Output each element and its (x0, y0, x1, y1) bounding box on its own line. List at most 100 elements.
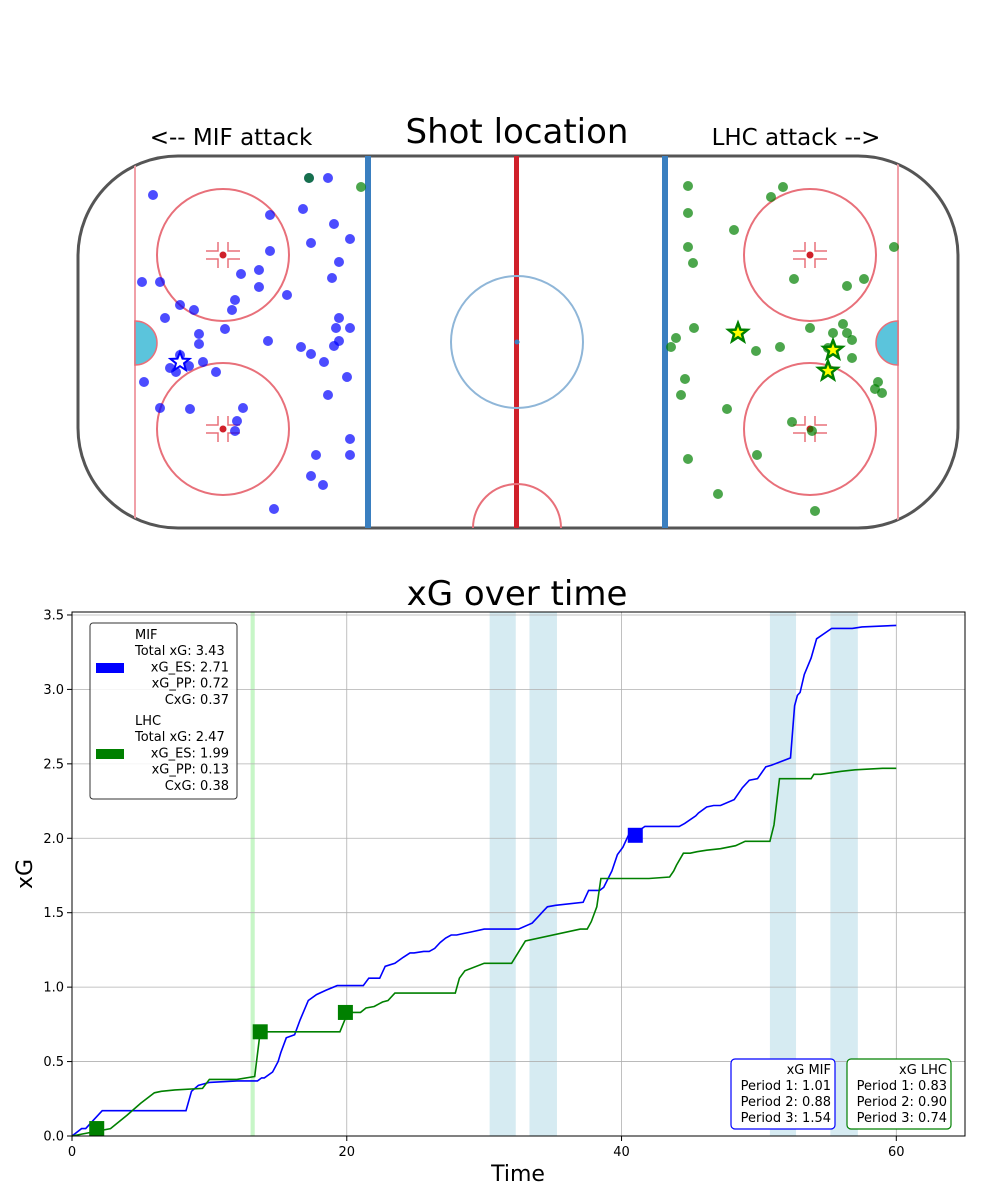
hash-mark (814, 416, 827, 426)
mif-shots (137, 173, 355, 514)
faceoff-circle-left-top (156, 188, 290, 322)
referee-crease (472, 483, 562, 528)
period-box-text: Period 1: 0.83 (857, 1079, 947, 1094)
lhc-goal-star (820, 336, 846, 361)
faceoff-dot (806, 251, 814, 259)
mif-shot (345, 323, 355, 333)
lhc-shot (729, 225, 739, 235)
legend-text: Total xG: 2.47 (134, 730, 225, 745)
lhc-shot (838, 319, 848, 329)
right-blue-line (662, 156, 668, 528)
mif-shot (137, 277, 147, 287)
faceoff-circle-right-bottom (743, 362, 877, 496)
mif-shot (220, 324, 230, 334)
pp-bands (250, 612, 858, 1136)
mif-shot (160, 313, 170, 323)
pp-band (529, 612, 557, 1136)
goal-marker-mif (627, 827, 643, 843)
mif-shot (236, 269, 246, 279)
left-goal-crease (134, 320, 158, 366)
period-box-text: xG LHC (899, 1063, 947, 1078)
mif-shot (306, 349, 316, 359)
hash-mark (206, 432, 219, 442)
mif-shot (345, 234, 355, 244)
pp-band (489, 612, 516, 1136)
pk-band (250, 612, 255, 1136)
lhc-shot (778, 182, 788, 192)
period-box-text: Period 3: 0.74 (857, 1111, 947, 1126)
lhc-shot (689, 323, 699, 333)
mif-shot (329, 341, 339, 351)
lhc-shot (683, 181, 693, 191)
goal-marker-lhc (89, 1121, 105, 1137)
rink-left-label: <-- MIF attack (150, 125, 313, 151)
lhc-shot (787, 417, 797, 427)
x-tick-label: 0 (68, 1145, 76, 1160)
y-tick-label: 3.0 (43, 683, 64, 698)
lhc-shot (805, 323, 815, 333)
mif-shot (323, 390, 333, 400)
left-blue-line (365, 156, 371, 528)
lhc-shot (722, 404, 732, 414)
hash-mark (793, 432, 806, 442)
lhc-shots (304, 173, 899, 516)
mif-shot (345, 434, 355, 444)
goal-marker-lhc (337, 1004, 353, 1020)
mif-shot (238, 403, 248, 413)
faceoff-hash-marks (206, 242, 827, 442)
hash-mark (793, 258, 806, 268)
mif-shot (334, 257, 344, 267)
mif-shot (296, 342, 306, 352)
faceoff-circle-left-bottom (156, 362, 290, 496)
mif-shot (306, 238, 316, 248)
legend-text: xG_PP: 0.13 (152, 763, 229, 778)
mif-shot (265, 210, 275, 220)
legend-swatch-lhc (96, 749, 124, 759)
right-goal-crease (875, 320, 899, 366)
mif-shot (342, 372, 352, 382)
mif-shot (265, 246, 275, 256)
mif-shot (331, 323, 341, 333)
mif-shot (254, 265, 264, 275)
mif-shot (319, 357, 329, 367)
mif-shot (155, 403, 165, 413)
y-tick-label: 3.5 (43, 608, 64, 623)
mif-shot (211, 367, 221, 377)
mif-shot (254, 282, 264, 292)
y-tick-label: 0.0 (43, 1130, 64, 1145)
rink-title: Shot location (406, 112, 629, 152)
legend-text: CxG: 0.38 (165, 779, 229, 794)
lhc-shot (356, 182, 366, 192)
lhc-shot (810, 506, 820, 516)
faceoff-dot (219, 425, 227, 433)
period-box-text: Period 2: 0.90 (857, 1095, 947, 1110)
center-circle (450, 275, 584, 409)
mif-shot (198, 357, 208, 367)
mif-shot (194, 339, 204, 349)
goal-marker-lhc (252, 1024, 268, 1040)
period-box-text: Period 1: 1.01 (741, 1079, 831, 1094)
mif-shot (327, 273, 337, 283)
lhc-shot (828, 328, 838, 338)
legend-text: xG_ES: 2.71 (151, 660, 229, 675)
hash-mark (793, 416, 806, 426)
mif-shot (345, 450, 355, 460)
mif-shot (334, 313, 344, 323)
mif-shot (148, 190, 158, 200)
lhc-shot (713, 489, 723, 499)
x-axis-label: Time (490, 1162, 545, 1187)
lhc-shot (676, 390, 686, 400)
lhc-shot (680, 374, 690, 384)
mif-shot (227, 305, 237, 315)
mif-shot (306, 471, 316, 481)
lhc-shot (683, 454, 693, 464)
mif-shot (230, 295, 240, 305)
series-line-lhc (71, 767, 897, 1137)
lhc-shot (842, 328, 852, 338)
series-lines (71, 624, 897, 1137)
lhc-shot (877, 388, 887, 398)
hash-mark (814, 258, 827, 268)
hash-mark (814, 242, 827, 252)
